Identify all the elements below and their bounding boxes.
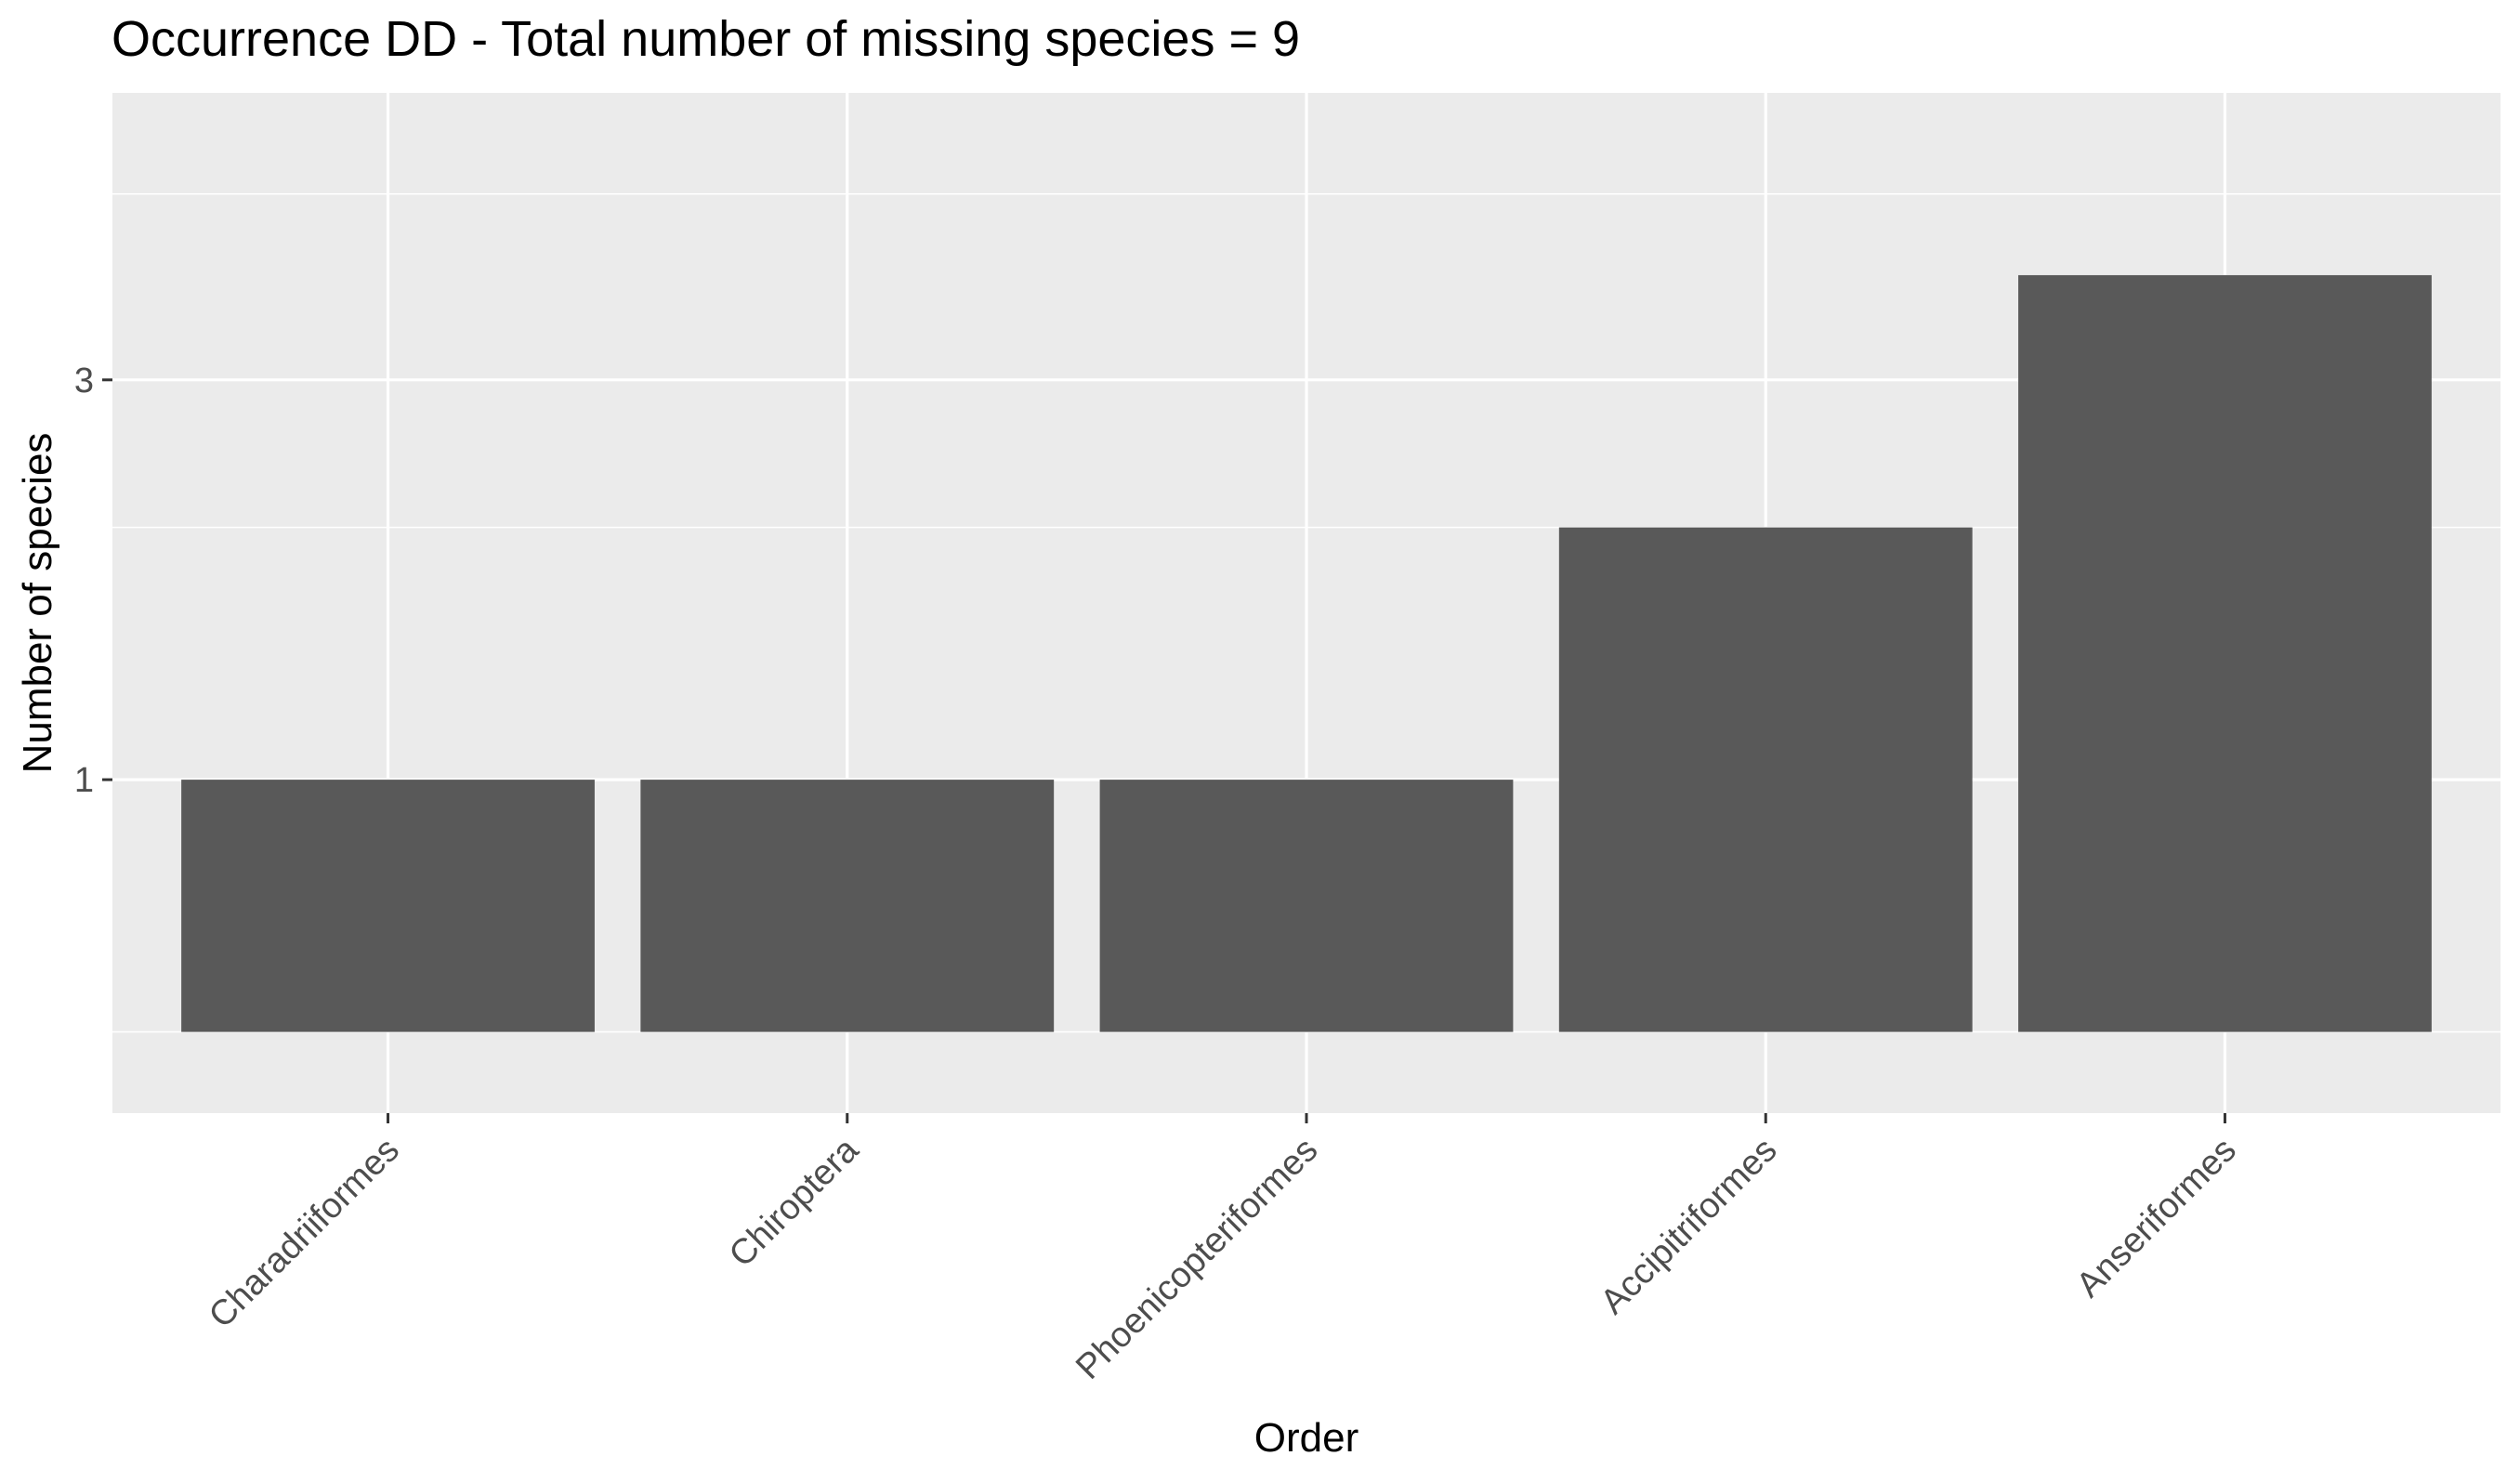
x-tick-label: Phoenicopteriformes xyxy=(1069,1131,1325,1387)
x-tick-label: Chiroptera xyxy=(722,1130,867,1275)
bar-anseriformes xyxy=(2018,275,2432,1032)
bar-chiroptera xyxy=(640,780,1055,1032)
x-tick-label: Charadriiformes xyxy=(202,1131,407,1336)
x-tick-label: Accipitriformes xyxy=(1594,1131,1785,1322)
bar-charadriiformes xyxy=(181,780,595,1032)
chart-title: Occurrence DD - Total number of missing … xyxy=(112,11,1300,67)
x-axis-title: Order xyxy=(1254,1415,1358,1461)
bar-phoenicopteriformes xyxy=(1099,780,1514,1032)
y-tick-label: 1 xyxy=(74,761,94,800)
y-axis: 13 xyxy=(74,361,112,800)
bar-accipitriformes xyxy=(1558,527,1973,1032)
bars-layer xyxy=(181,275,2432,1032)
y-axis-title: Number of species xyxy=(15,433,60,774)
y-tick-label: 3 xyxy=(74,361,94,400)
x-axis: Charadriiformes Chiroptera Phoenicopterifo… xyxy=(202,1113,2244,1387)
x-tick-label: Anseriformes xyxy=(2069,1131,2244,1305)
